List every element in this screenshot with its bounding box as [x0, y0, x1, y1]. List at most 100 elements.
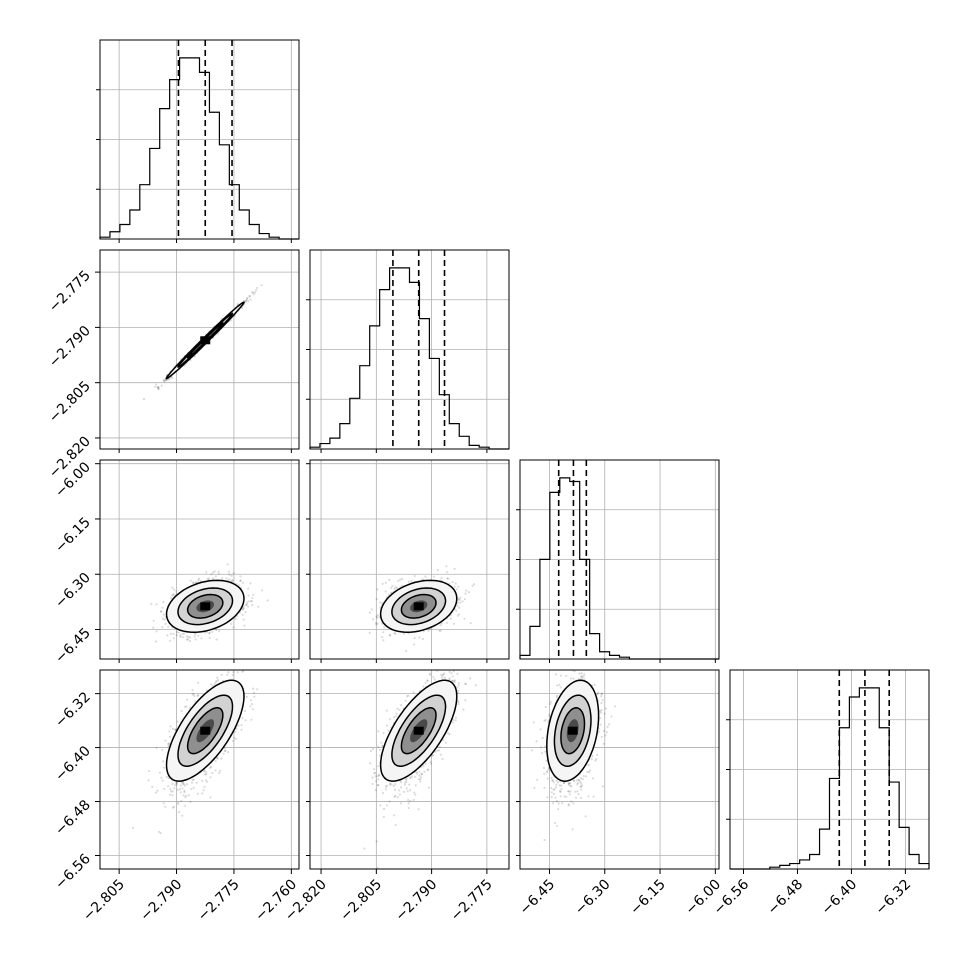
- scatter-point: [247, 587, 250, 590]
- scatter-point: [245, 297, 249, 300]
- scatter-point: [199, 579, 202, 583]
- scatter-point: [193, 632, 197, 636]
- histogram-p0: [99, 57, 299, 240]
- scatter-point: [161, 626, 164, 629]
- scatter-point: [376, 616, 379, 619]
- scatter-point: [172, 593, 175, 596]
- scatter-point: [154, 385, 157, 388]
- scatter-point: [242, 607, 245, 610]
- scatter-point: [250, 703, 254, 706]
- scatter-point: [212, 577, 215, 580]
- scatter-point: [418, 636, 421, 639]
- scatter-point: [169, 787, 172, 791]
- scatter-point: [230, 622, 233, 626]
- scatter-point: [237, 651, 239, 653]
- scatter-point: [413, 637, 416, 640]
- hist-panel-p1: [306, 250, 509, 450]
- scatter-point: [394, 632, 397, 636]
- scatter-point: [156, 385, 159, 388]
- scatter-point: [181, 787, 184, 790]
- scatter-point: [239, 579, 242, 583]
- scatter-point: [390, 586, 393, 590]
- scatter-point: [260, 284, 263, 287]
- scatter-point: [458, 598, 461, 601]
- scatter-point: [250, 600, 254, 603]
- scatter-point: [249, 298, 252, 301]
- scatter-point: [257, 605, 260, 608]
- scatter-point: [171, 586, 174, 589]
- scatter-point: [214, 575, 217, 578]
- scatter-point: [196, 792, 199, 795]
- scatter-point: [244, 719, 247, 722]
- scatter-point: [184, 705, 187, 708]
- scatter-point: [162, 601, 165, 604]
- scatter-point: [201, 779, 204, 782]
- scatter-point: [456, 601, 459, 604]
- scatter-point: [439, 629, 442, 632]
- scatter-point: [173, 588, 176, 591]
- scatter-point: [190, 781, 194, 784]
- scatter-point: [187, 635, 190, 639]
- scatter-point: [424, 575, 427, 578]
- scatter-point: [449, 617, 452, 620]
- scatter-point: [245, 695, 248, 699]
- scatter-point: [169, 632, 173, 635]
- scatter-point: [237, 584, 240, 587]
- scatter-point: [214, 760, 217, 763]
- scatter-panel-p0-p2: [100, 460, 299, 659]
- scatter-point: [252, 293, 255, 296]
- scatter-point: [216, 676, 219, 679]
- scatter-point: [469, 622, 472, 625]
- scatter-point: [193, 694, 196, 698]
- scatter-point: [164, 739, 167, 742]
- scatter-point: [161, 749, 164, 752]
- scatter-point: [391, 584, 394, 587]
- scatter-point: [230, 574, 233, 577]
- scatter-point: [190, 787, 193, 791]
- scatter-point: [157, 386, 160, 389]
- scatter-point: [221, 577, 224, 580]
- scatter-point: [157, 387, 160, 390]
- scatter-point: [256, 286, 259, 290]
- scatter-point: [463, 598, 466, 601]
- scatter-point: [251, 291, 254, 294]
- scatter-point: [170, 596, 173, 600]
- scatter-point: [217, 572, 220, 576]
- scatter-point: [154, 383, 158, 386]
- scatter-point: [248, 295, 251, 298]
- scatter-point: [208, 636, 211, 640]
- scatter-point: [185, 635, 188, 638]
- scatter-point: [200, 637, 203, 640]
- scatter-point: [249, 582, 252, 585]
- scatter-point: [252, 687, 255, 690]
- scatter-point: [161, 779, 164, 782]
- scatter-point: [179, 791, 182, 794]
- scatter-point: [254, 289, 258, 292]
- scatter-point: [464, 592, 467, 595]
- scatter-frame-p0-p2: [99, 459, 300, 660]
- hist-panel-p3: [726, 670, 930, 870]
- scatter-point: [459, 596, 462, 599]
- scatter-point: [465, 589, 468, 592]
- scatter-point: [375, 623, 378, 626]
- scatter-point: [381, 636, 384, 639]
- scatter-point: [456, 605, 459, 608]
- scatter-point: [245, 603, 248, 606]
- hist-frame-p1: [309, 249, 510, 450]
- scatter-point: [160, 610, 163, 613]
- scatter-point: [183, 789, 186, 793]
- scatter-point: [232, 626, 235, 629]
- hist-frame-p2: [519, 459, 720, 660]
- scatter-point: [179, 634, 182, 637]
- scatter-point: [447, 577, 450, 580]
- scatter-point: [210, 573, 213, 576]
- scatter-point: [251, 596, 254, 600]
- scatter-point: [205, 773, 208, 776]
- scatter-point: [387, 593, 390, 596]
- scatter-point: [439, 624, 442, 627]
- scatter-point: [459, 601, 462, 604]
- scatter-point: [404, 649, 408, 653]
- scatter-point: [471, 584, 474, 587]
- scatter-point: [206, 578, 209, 581]
- scatter-point: [195, 581, 198, 584]
